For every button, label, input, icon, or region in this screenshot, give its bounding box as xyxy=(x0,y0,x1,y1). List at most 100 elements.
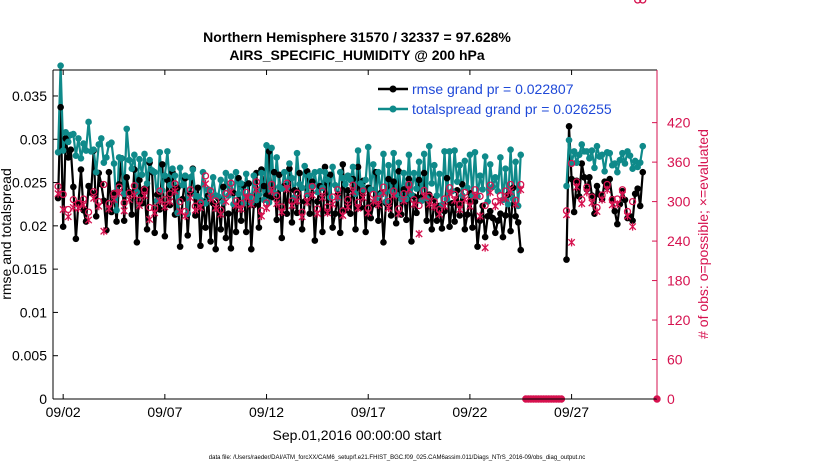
obs-evaluated-point xyxy=(130,191,139,200)
rmse-point xyxy=(70,183,77,191)
totalspread-point xyxy=(169,165,176,172)
totalspread-point xyxy=(354,147,362,154)
totalspread-point xyxy=(199,168,207,176)
totalspread-point xyxy=(131,151,138,159)
obs-evaluated-point xyxy=(79,200,88,209)
obs-possible-point xyxy=(461,188,469,197)
totalspread-point xyxy=(97,135,105,142)
totalspread-point xyxy=(324,176,331,184)
obs-possible-point xyxy=(176,197,184,206)
totalspread-point xyxy=(146,156,153,164)
rmse-point xyxy=(319,228,326,236)
obs-evaluated-point xyxy=(115,189,123,198)
obs-possible-point xyxy=(100,180,108,189)
totalspread-point xyxy=(311,168,319,176)
totalspread-point xyxy=(598,151,606,159)
rmse-point xyxy=(639,168,647,176)
rmse-point xyxy=(329,224,336,231)
obs-evaluated-point xyxy=(400,196,408,205)
y2-tick-label: 0 xyxy=(667,391,675,407)
rmse-point xyxy=(286,165,293,172)
totalspread-point xyxy=(301,162,308,170)
obs-evaluated-point xyxy=(212,204,220,213)
totalspread-point xyxy=(492,174,499,181)
rmse-point xyxy=(502,212,509,219)
rmse-point xyxy=(128,211,136,218)
x-tick-label: 09/07 xyxy=(147,404,182,420)
totalspread-point xyxy=(255,191,263,198)
rmse-point xyxy=(133,238,141,246)
rmse-point xyxy=(275,171,283,179)
rmse-point xyxy=(153,191,161,198)
obs-evaluated-point xyxy=(435,210,444,219)
totalspread-point xyxy=(570,148,578,155)
obs-evaluated-point xyxy=(415,229,423,238)
rmse-point xyxy=(438,225,446,232)
totalspread-point xyxy=(186,174,194,181)
obs-evaluated-point xyxy=(344,202,352,211)
rmse-point xyxy=(403,216,410,224)
obs-possible-point xyxy=(145,203,154,212)
totalspread-point xyxy=(123,125,131,133)
obs-evaluated-point xyxy=(262,204,271,213)
totalspread-point xyxy=(85,118,92,126)
obs-evaluated-point xyxy=(237,204,245,213)
y-tick-label: 0 xyxy=(39,391,47,407)
obs-evaluated-point xyxy=(318,193,327,202)
y2-tick-label: 120 xyxy=(667,312,691,328)
obs-evaluated-point xyxy=(562,210,571,219)
obs-evaluated-point xyxy=(567,238,576,247)
obs-evaluated-point xyxy=(593,207,601,216)
obs-evaluated-point xyxy=(328,200,337,209)
totalspread-point xyxy=(441,148,448,155)
totalspread-point xyxy=(227,173,235,180)
totalspread-point xyxy=(458,192,466,199)
obs-evaluated-point xyxy=(425,200,433,209)
y2-axis-label: # of obs: o=possible; ×=evaluated xyxy=(695,129,711,339)
totalspread-point xyxy=(431,161,438,169)
totalspread-point xyxy=(321,168,329,176)
obs-evaluated-point xyxy=(379,189,388,198)
rmse-point xyxy=(415,176,423,184)
totalspread-point xyxy=(410,169,418,177)
obs-possible-point xyxy=(400,190,408,198)
obs-evaluated-point xyxy=(151,208,159,217)
totalspread-point xyxy=(179,181,186,189)
rmse-point xyxy=(245,180,253,187)
x-tick-label: 09/02 xyxy=(46,404,81,420)
rmse-point xyxy=(621,196,629,204)
obs-evaluated-point xyxy=(588,198,596,207)
rmse-point xyxy=(77,166,85,173)
obs-evaluated-point xyxy=(242,193,250,202)
x-tick-label: 09/22 xyxy=(452,404,487,420)
obs-evaluated-point xyxy=(232,201,240,210)
rmse-point xyxy=(405,175,413,183)
totalspread-point xyxy=(364,143,372,151)
totalspread-point xyxy=(339,174,347,182)
obs-evaluated-point xyxy=(598,195,606,204)
y-tick-label: 0.03 xyxy=(20,131,47,147)
axes: 09/02 09/07 09/12 09/17 09/22 09/27 0 0.005 0.01… xyxy=(12,70,691,420)
obs-possible-point xyxy=(481,201,489,210)
obs-evaluated-point xyxy=(135,201,144,210)
rmse-point xyxy=(380,238,387,246)
totalspread-point xyxy=(357,180,364,187)
obs-evaluated-point xyxy=(618,191,627,200)
rmse-point xyxy=(507,227,514,235)
rmse-point xyxy=(222,234,230,242)
obs-evaluated-point xyxy=(583,188,591,197)
totalspread-point xyxy=(113,206,120,214)
obs-evaluated-point xyxy=(59,205,67,214)
totalspread-point xyxy=(80,140,87,147)
totalspread-point xyxy=(461,157,469,165)
totalspread-point xyxy=(141,150,148,158)
totalspread-point xyxy=(512,158,519,166)
rmse-point xyxy=(64,154,72,161)
rmse-point xyxy=(362,228,369,236)
obs-possible-point xyxy=(440,195,449,203)
totalspread-point xyxy=(281,168,288,176)
obs-evaluated-point xyxy=(95,202,103,211)
totalspread-point xyxy=(288,174,296,182)
rmse-point xyxy=(413,209,420,217)
